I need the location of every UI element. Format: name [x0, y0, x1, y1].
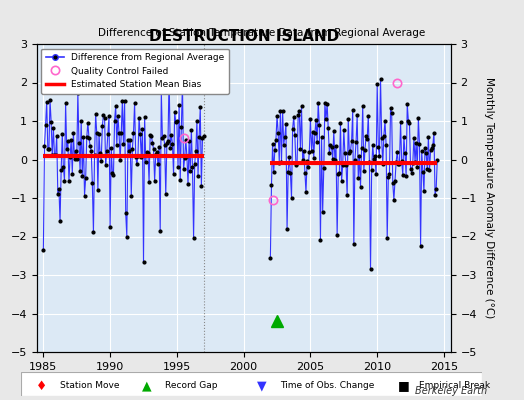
Text: Station Move: Station Move: [60, 382, 120, 390]
Text: Time of Obs. Change: Time of Obs. Change: [280, 382, 375, 390]
Title: DESTRUCTION ISLAND: DESTRUCTION ISLAND: [148, 29, 339, 44]
Text: ♦: ♦: [36, 380, 48, 392]
Text: Difference of Station Temperature Data from Regional Average: Difference of Station Temperature Data f…: [99, 28, 425, 38]
Text: Record Gap: Record Gap: [165, 382, 217, 390]
Text: Berkeley Earth: Berkeley Earth: [415, 386, 487, 396]
Text: Empirical Break: Empirical Break: [419, 382, 490, 390]
FancyBboxPatch shape: [21, 372, 482, 396]
Text: ▲: ▲: [142, 380, 151, 392]
Legend: Difference from Regional Average, Quality Control Failed, Estimated Station Mean: Difference from Regional Average, Qualit…: [41, 48, 229, 94]
Y-axis label: Monthly Temperature Anomaly Difference (°C): Monthly Temperature Anomaly Difference (…: [484, 77, 494, 319]
Text: ▼: ▼: [257, 380, 267, 392]
Text: ■: ■: [398, 380, 409, 392]
